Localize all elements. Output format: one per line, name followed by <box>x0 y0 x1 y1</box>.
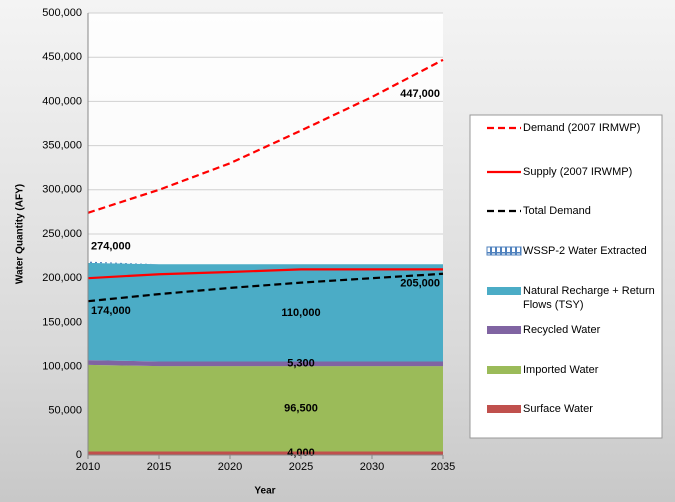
legend-label: Supply (2007 IRWMP) <box>523 166 633 178</box>
legend-label-box: Imported Water <box>523 364 599 376</box>
area <box>88 451 443 455</box>
y-tick-label: 350,000 <box>42 140 82 152</box>
y-tick-label: 300,000 <box>42 184 82 196</box>
y-axis-label: Water Quantity (AFY) <box>15 184 26 284</box>
legend-label: WSSP-2 Water Extracted <box>523 245 647 257</box>
x-tick-label: 2015 <box>147 461 171 473</box>
legend-label: Surface Water <box>523 403 593 415</box>
x-axis-label: Year <box>254 486 275 497</box>
y-tick-label: 250,000 <box>42 228 82 240</box>
area <box>88 364 443 452</box>
data-label: 174,000 <box>91 305 131 317</box>
legend-label-box: Total Demand <box>523 205 591 217</box>
data-label: 5,300 <box>287 358 315 370</box>
legend-label: Total Demand <box>523 205 591 217</box>
legend-label: Natural Recharge + Return Flows (TSY) <box>523 285 655 311</box>
x-tick-label: 2030 <box>360 461 384 473</box>
x-tick-label: 2010 <box>76 461 100 473</box>
y-tick-label: 450,000 <box>42 51 82 63</box>
y-tick-label: 50,000 <box>48 405 82 417</box>
y-tick-label: 200,000 <box>42 272 82 284</box>
legend-label-box: Recycled Water <box>523 324 601 336</box>
data-label: 274,000 <box>91 241 131 253</box>
legend <box>469 114 663 439</box>
y-tick-label: 100,000 <box>42 361 82 373</box>
line <box>87 272 444 303</box>
legend-label-box: Natural Recharge + Return Flows (TSY) <box>523 285 655 311</box>
y-tick-label: 500,000 <box>42 7 82 19</box>
legend-swatch <box>487 366 521 374</box>
legend-label-box: WSSP-2 Water Extracted <box>523 245 647 257</box>
data-label: 447,000 <box>400 88 440 100</box>
legend-swatch <box>487 405 521 413</box>
legend-label: Demand (2007 IRMWP) <box>523 122 641 134</box>
legend-label: Imported Water <box>523 364 599 376</box>
legend-label-box: Supply (2007 IRWMP) <box>523 166 633 178</box>
y-tick-label: 0 <box>76 449 82 461</box>
data-label: 96,500 <box>284 403 318 415</box>
y-tick-label: 150,000 <box>42 316 82 328</box>
legend-swatch <box>486 246 522 256</box>
legend-swatch <box>487 326 521 334</box>
area <box>88 360 443 367</box>
x-tick-label: 2020 <box>218 461 242 473</box>
legend-label-box: Surface Water <box>523 403 593 415</box>
y-tick-label: 400,000 <box>42 95 82 107</box>
legend-label-box: Demand (2007 IRMWP) <box>523 122 641 134</box>
x-tick-label: 2035 <box>431 461 455 473</box>
data-label: 110,000 <box>281 307 320 319</box>
data-label: 205,000 <box>400 278 440 290</box>
legend-label: Recycled Water <box>523 324 601 336</box>
data-label: 4,000 <box>287 447 315 459</box>
area <box>88 262 443 362</box>
x-tick-label: 2025 <box>289 461 313 473</box>
line <box>87 268 443 280</box>
legend-swatch <box>487 287 521 295</box>
line <box>87 58 444 214</box>
